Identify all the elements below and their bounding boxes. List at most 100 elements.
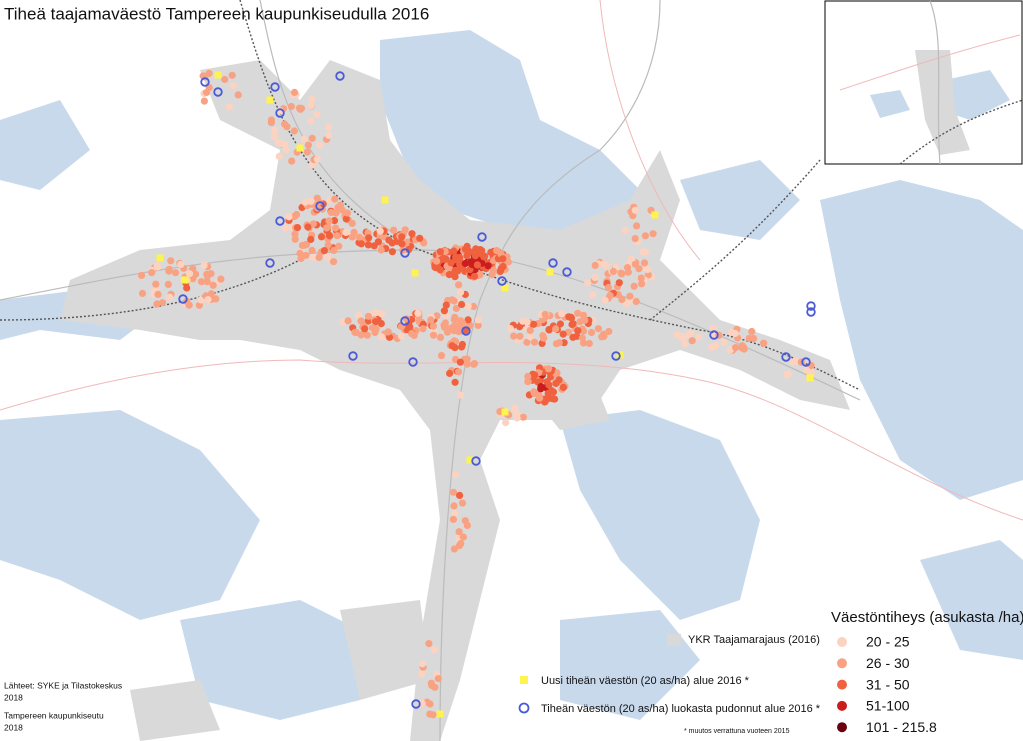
dot xyxy=(296,249,304,257)
dot xyxy=(397,332,406,340)
dot xyxy=(164,280,172,288)
dot xyxy=(228,71,236,79)
dot xyxy=(537,383,545,391)
dot xyxy=(451,509,459,518)
dot xyxy=(301,198,309,206)
dot xyxy=(802,366,811,374)
dot xyxy=(364,312,372,320)
dot xyxy=(633,222,641,230)
source-line: Tampereen kaupunkiseutu xyxy=(4,710,104,720)
dot xyxy=(545,326,553,334)
dot xyxy=(217,275,225,283)
dot xyxy=(325,131,333,139)
dot xyxy=(158,299,167,307)
dot xyxy=(374,238,382,246)
dot xyxy=(489,266,498,275)
dot xyxy=(368,324,376,332)
dot xyxy=(544,389,552,397)
dot xyxy=(452,304,460,312)
dot xyxy=(138,289,147,297)
dot xyxy=(568,320,576,329)
dot xyxy=(456,288,465,296)
dot xyxy=(632,297,640,306)
dot xyxy=(304,223,312,231)
dot xyxy=(189,265,197,273)
dot xyxy=(285,213,293,221)
dropped-area xyxy=(471,456,481,466)
new-area xyxy=(181,276,189,284)
dot xyxy=(581,316,589,324)
dot xyxy=(316,141,324,149)
dot xyxy=(333,232,341,240)
dot xyxy=(291,235,299,243)
dot xyxy=(449,488,458,496)
dot xyxy=(584,279,592,287)
dropped-area xyxy=(806,307,816,317)
new-area xyxy=(411,269,419,277)
dot xyxy=(626,292,634,300)
dot xyxy=(585,339,593,348)
dot xyxy=(434,675,442,683)
dot xyxy=(559,383,568,391)
dropped-area xyxy=(497,276,507,286)
dot xyxy=(456,358,464,366)
dropped-area xyxy=(270,82,280,92)
dot xyxy=(416,234,424,242)
dot xyxy=(618,270,626,278)
dot xyxy=(451,470,460,478)
dot xyxy=(343,209,352,217)
dropped-area xyxy=(400,316,410,326)
source-line: 2018 xyxy=(4,692,23,702)
dot xyxy=(455,528,463,536)
dot xyxy=(209,281,217,289)
dot xyxy=(451,378,459,386)
dot xyxy=(531,371,539,379)
dot xyxy=(325,123,333,131)
dot xyxy=(348,233,356,241)
dot xyxy=(530,388,538,396)
dot xyxy=(635,265,643,273)
dropped-area xyxy=(548,258,558,268)
dot xyxy=(458,300,466,309)
dot xyxy=(307,101,315,109)
dropped-area xyxy=(348,351,358,361)
dot xyxy=(448,342,456,350)
dot xyxy=(436,266,444,274)
dot xyxy=(451,266,459,274)
dot xyxy=(559,330,567,338)
dot xyxy=(390,226,398,234)
dot xyxy=(547,373,555,381)
dot xyxy=(464,316,472,324)
dropped-area xyxy=(781,352,791,362)
dot xyxy=(469,302,478,311)
dot xyxy=(519,413,527,421)
dot xyxy=(455,281,463,289)
dot xyxy=(291,230,299,238)
legend-swatch xyxy=(837,637,847,647)
dot xyxy=(760,339,768,347)
dot xyxy=(185,301,193,309)
dot xyxy=(335,242,343,250)
dot xyxy=(300,135,308,143)
dropped-area xyxy=(265,258,275,268)
dot xyxy=(385,333,394,341)
dot xyxy=(317,233,326,241)
dot xyxy=(455,368,463,376)
dot xyxy=(605,327,613,336)
dot xyxy=(372,318,380,326)
dot xyxy=(425,640,433,648)
dot xyxy=(202,88,211,97)
dropped-area xyxy=(400,248,410,258)
dot xyxy=(197,296,205,304)
dot xyxy=(629,212,637,220)
dot xyxy=(510,404,519,412)
dot xyxy=(344,317,352,325)
dot xyxy=(470,272,479,280)
dot xyxy=(301,241,309,249)
urban-swatch xyxy=(667,634,681,646)
dot xyxy=(295,104,304,112)
dot xyxy=(154,263,162,271)
dot xyxy=(451,273,459,281)
dot xyxy=(431,646,439,654)
